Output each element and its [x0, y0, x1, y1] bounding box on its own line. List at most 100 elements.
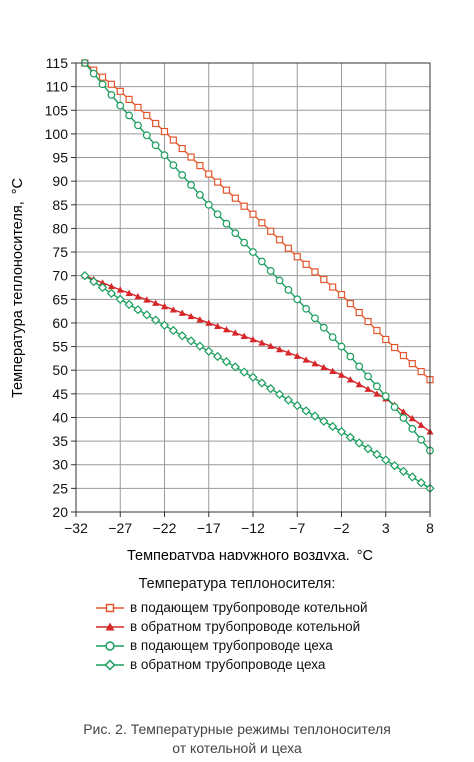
legend: в подающем трубопроводе котельной в обра… — [96, 598, 368, 674]
data-point — [134, 121, 142, 130]
legend-label: в подающем трубопроводе цеха — [130, 638, 333, 653]
data-point — [408, 414, 416, 422]
data-point — [151, 315, 161, 325]
temperature-chart: −32 −27 −22 −17 −12 −7 −2 3 8 20 25 30 35 40 45 50 55 60 6… — [10, 55, 435, 560]
legend-marker-circle-icon — [96, 640, 124, 651]
y-tick-label: 65 — [52, 291, 68, 307]
y-tick-label: 70 — [52, 268, 68, 284]
y-tick-label: 30 — [52, 457, 68, 473]
data-point — [390, 403, 399, 411]
legend-item-supply-boiler: в подающем трубопроводе котельной — [96, 598, 368, 617]
chart-series — [80, 59, 435, 494]
legend-marker-diamond-icon — [96, 658, 124, 671]
legend-label: в обратном трубопроводе котельной — [130, 619, 361, 634]
data-point — [364, 317, 372, 326]
data-point — [310, 411, 320, 421]
data-point — [373, 326, 381, 335]
series-3 — [80, 59, 434, 455]
y-tick-label: 55 — [52, 339, 68, 355]
data-point — [355, 362, 364, 371]
data-point — [382, 335, 390, 344]
y-tick-label: 35 — [52, 433, 68, 449]
data-point — [125, 289, 133, 296]
data-point — [169, 161, 178, 169]
data-point — [364, 385, 372, 392]
data-point — [328, 333, 337, 342]
data-point — [284, 244, 292, 252]
data-point — [214, 322, 222, 330]
series-2 — [81, 272, 434, 435]
y-tick-label: 45 — [52, 386, 68, 402]
data-point — [329, 283, 337, 291]
data-point — [391, 343, 399, 352]
data-point — [364, 372, 372, 381]
series-1 — [81, 59, 434, 384]
x-tick-label: 3 — [382, 520, 390, 536]
data-point — [320, 363, 328, 371]
x-tick-label: 8 — [426, 520, 434, 536]
data-point — [195, 341, 205, 351]
data-point — [107, 80, 116, 88]
data-point — [266, 383, 276, 394]
data-point — [319, 416, 329, 426]
data-point — [159, 320, 170, 330]
y-axis-label: Температура теплоносителя, °C — [10, 178, 26, 398]
data-point — [240, 238, 249, 247]
data-point — [275, 236, 284, 244]
data-point — [293, 295, 302, 304]
data-point — [230, 362, 240, 372]
data-point — [89, 276, 99, 287]
data-point — [336, 427, 347, 437]
data-point — [240, 332, 248, 339]
data-point — [187, 153, 195, 161]
data-point — [284, 285, 293, 294]
data-point — [258, 219, 266, 227]
data-point — [248, 372, 258, 382]
data-point — [214, 178, 222, 186]
x-tick-label: −12 — [241, 520, 265, 536]
y-tick-label: 60 — [52, 315, 68, 331]
data-point — [337, 290, 346, 299]
data-point — [408, 424, 417, 433]
data-point — [231, 229, 240, 238]
legend-item-supply-shop: в подающем трубопроводе цеха — [96, 636, 368, 655]
data-point — [399, 408, 407, 415]
data-point — [205, 170, 213, 178]
series-4 — [80, 271, 435, 494]
data-point — [143, 111, 151, 120]
data-point — [417, 421, 425, 428]
data-point — [116, 87, 124, 95]
data-point — [97, 282, 108, 293]
legend-label: в обратном трубопроводе цеха — [130, 657, 326, 672]
data-point — [222, 186, 231, 194]
data-point — [328, 421, 338, 432]
data-point — [417, 435, 426, 444]
data-point — [98, 80, 107, 89]
data-point — [125, 95, 133, 103]
data-point — [178, 171, 187, 179]
data-point — [240, 202, 248, 210]
legend-item-return-shop: в обратном трубопроводе цеха — [96, 655, 368, 674]
data-point — [89, 69, 98, 78]
data-point — [187, 181, 195, 189]
data-point — [98, 73, 107, 81]
x-tick-label: −27 — [108, 520, 132, 536]
data-point — [311, 360, 319, 367]
data-point — [151, 141, 160, 150]
x-tick-label: −7 — [289, 520, 305, 536]
data-point — [346, 299, 354, 308]
data-point — [168, 325, 178, 336]
data-point — [381, 392, 390, 401]
data-point — [274, 389, 285, 399]
y-tick-label: 100 — [45, 126, 69, 142]
legend-label: в подающем трубопроводе котельной — [130, 600, 368, 615]
data-point — [302, 304, 311, 313]
data-point — [169, 306, 177, 313]
data-point — [257, 378, 267, 388]
data-point — [284, 349, 292, 356]
data-point — [116, 286, 124, 293]
data-point — [354, 438, 364, 448]
legend-marker-triangle-icon — [96, 622, 124, 630]
data-point — [373, 382, 381, 391]
data-point — [187, 312, 195, 320]
